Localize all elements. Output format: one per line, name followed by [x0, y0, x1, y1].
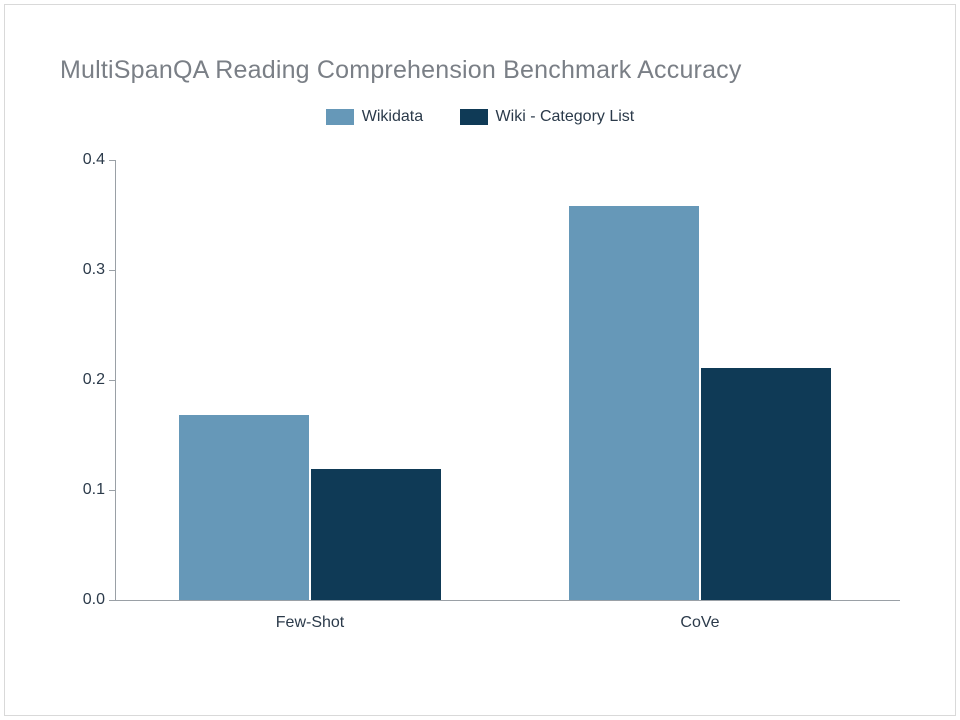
- bar-cove-wikidata: [569, 206, 699, 600]
- ytick-1: [109, 490, 115, 491]
- ytick-label-1: 0.1: [25, 481, 105, 499]
- y-axis-line: [115, 160, 116, 600]
- xcat-label-fewshot: Few-Shot: [276, 614, 344, 632]
- ytick-label-4: 0.4: [25, 151, 105, 169]
- ytick-3: [109, 270, 115, 271]
- ytick-0: [109, 600, 115, 601]
- xcat-label-cove: CoVe: [680, 614, 719, 632]
- plot-area: 0.0 0.1 0.2 0.3 0.4 Few-Shot CoVe: [0, 0, 960, 720]
- bar-cove-wiki-category-list: [701, 368, 831, 600]
- ytick-2: [109, 380, 115, 381]
- x-axis-baseline: [115, 600, 900, 601]
- bar-fewshot-wiki-category-list: [311, 469, 441, 600]
- ytick-label-3: 0.3: [25, 261, 105, 279]
- bar-fewshot-wikidata: [179, 415, 309, 600]
- ytick-label-2: 0.2: [25, 371, 105, 389]
- ytick-4: [109, 160, 115, 161]
- ytick-label-0: 0.0: [25, 591, 105, 609]
